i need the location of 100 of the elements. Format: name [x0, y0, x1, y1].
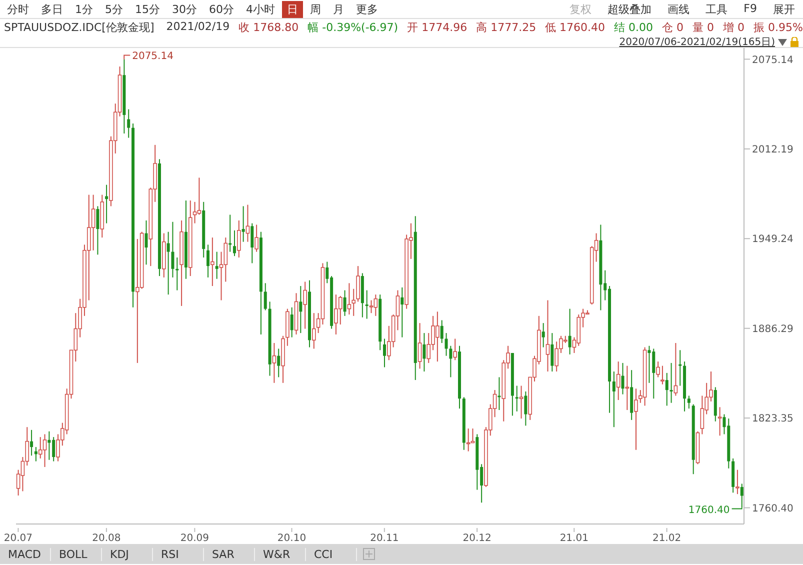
y-tick-label: 2075.14 — [752, 54, 794, 66]
candlestick — [524, 390, 528, 426]
candlestick — [91, 194, 96, 251]
x-tick-label: 20.09 — [180, 533, 210, 544]
y-tick-label: 1760.40 — [752, 503, 794, 514]
candlestick — [242, 206, 245, 242]
candlestick — [105, 184, 108, 224]
candlestick — [42, 434, 47, 468]
annotation: 2075.14 — [132, 51, 174, 62]
candlestick — [48, 430, 51, 460]
candlestick — [30, 429, 34, 456]
candlestick — [277, 348, 280, 378]
candlestick — [674, 342, 678, 396]
text: 5分 — [104, 2, 124, 18]
text: 低 1760.40 — [545, 20, 606, 34]
candlestick — [718, 406, 722, 436]
text: 日 — [282, 0, 303, 18]
candlestick — [264, 282, 267, 311]
candlestick — [550, 332, 554, 372]
candlestick — [519, 385, 524, 420]
candlestick — [312, 312, 316, 350]
text: MACD — [0, 548, 51, 560]
text: 多日 — [40, 2, 64, 18]
candlestick — [232, 230, 236, 257]
text: F9 — [742, 0, 758, 16]
text: 2021/02/19 — [166, 20, 230, 34]
y-tick-label: 1886.29 — [752, 324, 794, 335]
candlestick — [449, 345, 452, 378]
candlestick — [206, 244, 210, 278]
text: 60分 — [208, 2, 235, 18]
candlestick — [612, 371, 616, 428]
candlestick — [616, 361, 620, 401]
candlestick — [347, 282, 352, 316]
candlestick — [237, 220, 241, 258]
text: 开 1774.96 — [407, 20, 468, 34]
candlestick — [621, 362, 624, 395]
text: 收 1768.80 — [238, 20, 299, 34]
candlestick — [498, 376, 501, 410]
text: 复权 — [568, 2, 593, 18]
text: SAR — [204, 548, 255, 560]
candlestick — [246, 204, 250, 242]
candlestick — [400, 286, 404, 338]
y-tick-label: 1949.24 — [752, 234, 794, 246]
candlestick — [356, 266, 360, 302]
candlestick — [687, 395, 690, 410]
candlestick — [700, 395, 704, 435]
candlestick — [299, 286, 302, 334]
text: CCI — [306, 548, 357, 560]
annotation: 2020/07/06-2021/02/19(165日) — [619, 36, 775, 49]
candlestick — [210, 237, 214, 286]
candlestick — [96, 206, 100, 256]
candlestick — [254, 224, 258, 252]
candlestick — [568, 308, 572, 355]
text: 量 0 — [692, 20, 714, 34]
text: 增 0 — [723, 20, 745, 34]
text: KDJ — [102, 548, 153, 560]
text: 周 — [309, 2, 322, 18]
x-tick-label: 20.12 — [462, 533, 492, 544]
x-tick-label: 20.10 — [277, 533, 306, 544]
text: 振 0.95% — [754, 20, 803, 34]
candlestick — [444, 332, 448, 356]
candlestick — [343, 290, 346, 316]
candlestick — [197, 177, 202, 216]
text: 画线 — [666, 2, 691, 18]
candlestick — [374, 294, 378, 316]
candlestick — [290, 306, 294, 338]
text: 幅 -0.39%(-6.97) — [308, 20, 398, 34]
x-tick-label: 20.11 — [370, 533, 399, 544]
candlestick — [418, 322, 422, 370]
candlestick — [369, 300, 374, 314]
candlestick — [648, 345, 651, 384]
candlestick — [440, 320, 444, 344]
candlestick — [470, 428, 475, 444]
candlestick — [660, 365, 664, 385]
candlestick — [670, 362, 673, 404]
text: BOLL — [51, 548, 102, 560]
candlestick — [144, 220, 148, 266]
candlestick — [634, 388, 638, 450]
text: W&R — [255, 548, 306, 560]
text: 1分 — [74, 2, 94, 18]
x-tick-label: 20.08 — [92, 533, 121, 544]
x-tick-label: 21.02 — [652, 533, 682, 544]
candlestick — [546, 300, 550, 372]
text: RSI — [153, 548, 204, 560]
candlestick — [665, 372, 668, 406]
candlestick — [38, 436, 42, 459]
candlestick — [171, 221, 174, 278]
candlestick — [656, 361, 660, 378]
text: 4小时 — [245, 2, 276, 18]
y-tick-label: 1823.35 — [752, 414, 794, 425]
candlestick — [383, 338, 386, 368]
candlestick — [272, 342, 276, 384]
candlestick — [365, 290, 368, 320]
x-tick-label: 21.01 — [560, 533, 588, 544]
candlestick — [453, 338, 457, 361]
candlestick — [678, 350, 682, 386]
text: 仓 0 — [662, 20, 684, 34]
text: 高 1777.25 — [476, 20, 536, 34]
candlestick — [736, 469, 740, 495]
candlestick — [542, 322, 545, 348]
